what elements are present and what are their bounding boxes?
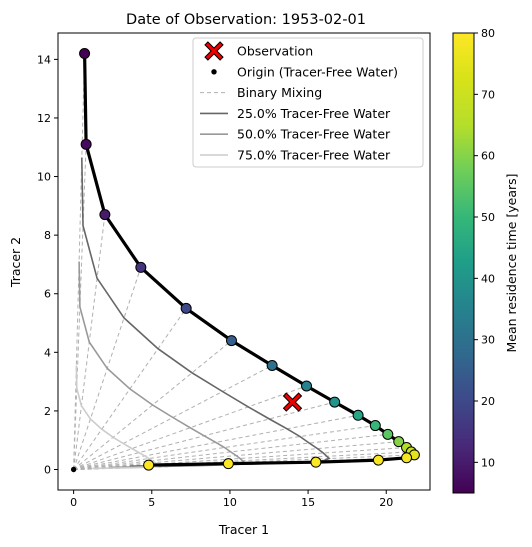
binary-mixing-line xyxy=(73,385,307,470)
legend-label: 75.0% Tracer-Free Water xyxy=(237,148,391,163)
x-tick-label: 0 xyxy=(70,496,77,509)
binary-mixing-line xyxy=(73,414,359,470)
colorbar: 10 20 30 40 50 60 70 80 xyxy=(452,27,495,494)
origin-point xyxy=(70,466,77,473)
legend-label: Origin (Tracer-Free Water) xyxy=(237,64,398,79)
y-tick-label: 2 xyxy=(44,405,51,418)
observation-marker xyxy=(282,392,303,412)
mrt-point xyxy=(180,302,192,314)
mrt-point xyxy=(222,458,234,470)
colorbar-tick-label: 80 xyxy=(481,27,495,40)
binary-mixing-line xyxy=(73,53,86,470)
mrt-point xyxy=(135,261,147,273)
legend-observation-marker xyxy=(204,41,224,61)
colorbar-tick-label: 60 xyxy=(481,150,495,163)
legend-label: 25.0% Tracer-Free Water xyxy=(237,106,391,121)
y-tick-label: 4 xyxy=(44,346,51,359)
y-tick-label: 12 xyxy=(37,112,51,125)
mrt-point xyxy=(369,420,381,432)
legend: Observation Origin (Tracer-Free Water) Bin… xyxy=(192,37,424,168)
legend-origin-marker xyxy=(211,69,217,75)
legend-label: Observation xyxy=(237,44,313,59)
mrt-point xyxy=(99,209,111,221)
mrt-point xyxy=(143,459,155,471)
binary-mixing-line xyxy=(73,433,388,470)
mrt-point xyxy=(310,456,322,468)
mrt-point xyxy=(80,138,92,150)
mix-line-75 xyxy=(75,365,161,470)
y-tick-label: 6 xyxy=(44,288,51,301)
legend-label: Binary Mixing xyxy=(237,85,322,100)
colorbar-tick-label: 30 xyxy=(481,334,495,347)
mrt-point xyxy=(372,454,384,466)
y-tick-label: 14 xyxy=(37,53,51,66)
y-axis-label: Tracer 2 xyxy=(8,237,23,288)
colorbar-tick-label: 70 xyxy=(481,88,495,101)
mrt-point xyxy=(329,396,341,408)
mrt-point xyxy=(266,359,278,371)
binary-mixing-line xyxy=(73,425,376,470)
mrt-point xyxy=(225,335,237,347)
y-axis: 0 2 4 6 8 10 12 14 xyxy=(37,53,58,476)
legend-label: 50.0% Tracer-Free Water xyxy=(237,127,391,142)
x-tick-label: 20 xyxy=(379,496,393,509)
colorbar-tick-label: 40 xyxy=(481,272,495,285)
x-tick-label: 5 xyxy=(148,496,155,509)
x-tick-label: 15 xyxy=(301,496,315,509)
colorbar-tick-label: 20 xyxy=(481,395,495,408)
x-axis-label: Tracer 1 xyxy=(218,522,269,537)
x-tick-label: 10 xyxy=(223,496,237,509)
colorbar-tick-label: 50 xyxy=(481,211,495,224)
plot-area xyxy=(70,48,420,473)
plot-frame xyxy=(57,32,431,491)
x-axis: 0 5 10 15 20 xyxy=(70,490,393,509)
mrt-point xyxy=(301,380,313,392)
y-tick-label: 10 xyxy=(37,171,51,184)
mrt-point xyxy=(393,436,405,448)
legend-box xyxy=(192,37,424,168)
mrt-point xyxy=(352,409,364,421)
y-tick-label: 8 xyxy=(44,229,51,242)
mix-line-25 xyxy=(81,157,331,467)
mrt-point xyxy=(401,452,413,464)
chart-title: Date of Observation: 1953-02-01 xyxy=(126,12,366,28)
mrt-point xyxy=(79,48,91,60)
mrt-point xyxy=(382,428,394,440)
mix-line-50 xyxy=(78,261,246,469)
colorbar-label: Mean residence time [years] xyxy=(504,173,519,352)
colorbar-tick-label: 10 xyxy=(481,456,495,469)
y-tick-label: 0 xyxy=(44,463,51,476)
colorbar-gradient xyxy=(452,32,475,494)
